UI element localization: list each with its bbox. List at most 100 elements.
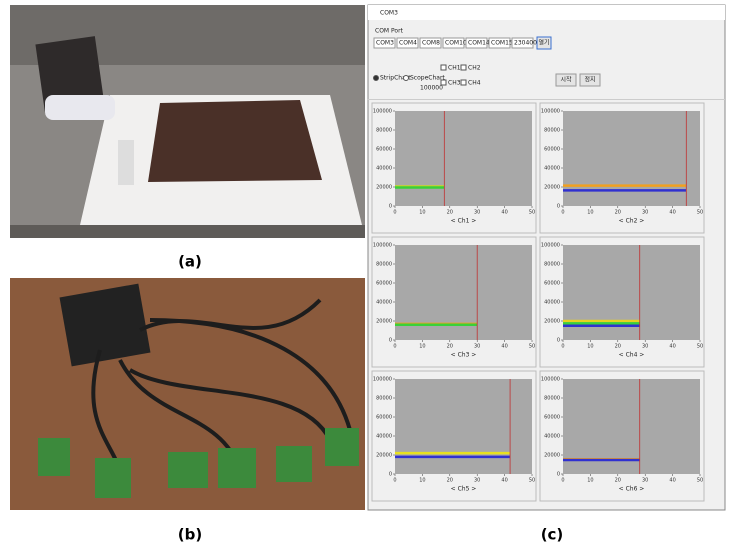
panel-label: (a) bbox=[178, 253, 202, 271]
x-tick-label: 10 bbox=[419, 344, 425, 350]
y-tick-label: 100000 bbox=[541, 243, 560, 249]
x-tick-label: 30 bbox=[642, 478, 648, 484]
y-tick-label: 100000 bbox=[373, 243, 392, 249]
figure: COM3 COM Port 100000 (a) (b) (c) COM3COM… bbox=[0, 0, 733, 549]
plot-area bbox=[395, 111, 532, 206]
channel-check[interactable] bbox=[461, 65, 466, 70]
x-tick-label: 10 bbox=[419, 210, 425, 216]
channel-text: CH1 bbox=[448, 65, 461, 72]
y-tick-label: 20000 bbox=[376, 319, 392, 325]
photo-a bbox=[10, 5, 365, 238]
plot-area bbox=[395, 379, 532, 474]
control-button-text: 시작 bbox=[560, 77, 572, 84]
channel-check[interactable] bbox=[441, 65, 446, 70]
mode-radio[interactable] bbox=[374, 76, 379, 81]
port-combo-text: COM3 bbox=[376, 40, 394, 47]
y-tick-label: 40000 bbox=[544, 166, 560, 172]
open-button-text: 열기 bbox=[538, 39, 549, 47]
y-tick-label: 80000 bbox=[376, 396, 392, 402]
y-tick-label: 60000 bbox=[376, 147, 392, 153]
chart-label: < Ch6 > bbox=[619, 486, 645, 493]
x-tick-label: 40 bbox=[501, 210, 507, 216]
y-tick-label: 40000 bbox=[376, 166, 392, 172]
x-tick-label: 50 bbox=[697, 210, 703, 216]
chart-label: < Ch1 > bbox=[451, 218, 477, 225]
y-tick-label: 0 bbox=[389, 204, 392, 210]
y-tick-label: 80000 bbox=[544, 262, 560, 268]
x-tick-label: 40 bbox=[669, 478, 675, 484]
port-combo-text: COM8 bbox=[422, 40, 440, 47]
y-tick-label: 20000 bbox=[544, 453, 560, 459]
x-tick-label: 0 bbox=[561, 344, 564, 350]
chart-label: < Ch5 > bbox=[451, 486, 477, 493]
x-tick-label: 30 bbox=[474, 478, 480, 484]
y-tick-label: 80000 bbox=[376, 128, 392, 134]
x-tick-label: 30 bbox=[642, 210, 648, 216]
x-tick-label: 50 bbox=[697, 344, 703, 350]
y-tick-label: 0 bbox=[557, 204, 560, 210]
y-tick-label: 20000 bbox=[376, 453, 392, 459]
x-tick-label: 20 bbox=[447, 478, 453, 484]
y-tick-label: 60000 bbox=[376, 415, 392, 421]
x-tick-label: 40 bbox=[669, 210, 675, 216]
panel-label: (b) bbox=[178, 526, 202, 544]
y-tick-label: 40000 bbox=[544, 300, 560, 306]
y-tick-label: 0 bbox=[557, 472, 560, 478]
y-tick-label: 40000 bbox=[376, 434, 392, 440]
y-tick-label: 60000 bbox=[376, 281, 392, 287]
x-tick-label: 20 bbox=[447, 210, 453, 216]
channel-check[interactable] bbox=[441, 80, 446, 85]
x-tick-label: 10 bbox=[587, 344, 593, 350]
y-tick-label: 60000 bbox=[544, 415, 560, 421]
y-tick-label: 0 bbox=[389, 338, 392, 344]
port-combo-text: COM15 bbox=[491, 40, 513, 47]
chart-label: < Ch4 > bbox=[619, 352, 645, 359]
chart-label: < Ch2 > bbox=[619, 218, 645, 225]
plot-area bbox=[563, 111, 700, 206]
port-combo-text: 230400 bbox=[514, 40, 537, 47]
x-tick-label: 40 bbox=[501, 344, 507, 350]
control-button-text: 정지 bbox=[584, 76, 595, 84]
y-tick-label: 100000 bbox=[373, 109, 392, 115]
y-tick-label: 80000 bbox=[544, 396, 560, 402]
port-combo-text: COM4 bbox=[399, 40, 417, 47]
x-tick-label: 20 bbox=[615, 478, 621, 484]
mode-text: ScopeChart bbox=[410, 75, 445, 82]
x-tick-label: 10 bbox=[587, 210, 593, 216]
x-tick-label: 50 bbox=[529, 344, 535, 350]
mode-radio[interactable] bbox=[404, 76, 409, 81]
period-value: 100000 bbox=[420, 85, 443, 92]
x-tick-label: 30 bbox=[474, 344, 480, 350]
y-tick-label: 80000 bbox=[544, 128, 560, 134]
port-combo-text: COM14 bbox=[468, 40, 490, 47]
x-tick-label: 0 bbox=[393, 478, 396, 484]
y-tick-label: 60000 bbox=[544, 147, 560, 153]
x-tick-label: 20 bbox=[615, 210, 621, 216]
x-tick-label: 0 bbox=[393, 344, 396, 350]
y-tick-label: 20000 bbox=[544, 319, 560, 325]
x-tick-label: 20 bbox=[615, 344, 621, 350]
port-combo-text: COM10 bbox=[445, 40, 467, 47]
y-tick-label: 20000 bbox=[544, 185, 560, 191]
photo-b bbox=[10, 278, 365, 510]
x-tick-label: 30 bbox=[642, 344, 648, 350]
panel-label: (c) bbox=[541, 526, 564, 544]
x-tick-label: 0 bbox=[561, 478, 564, 484]
window-title: COM3 bbox=[380, 10, 398, 17]
y-tick-label: 100000 bbox=[541, 377, 560, 383]
y-tick-label: 40000 bbox=[544, 434, 560, 440]
x-tick-label: 50 bbox=[529, 478, 535, 484]
x-tick-label: 40 bbox=[501, 478, 507, 484]
channel-check[interactable] bbox=[461, 80, 466, 85]
x-tick-label: 0 bbox=[561, 210, 564, 216]
x-tick-label: 40 bbox=[669, 344, 675, 350]
y-tick-label: 0 bbox=[389, 472, 392, 478]
x-tick-label: 10 bbox=[419, 478, 425, 484]
x-tick-label: 10 bbox=[587, 478, 593, 484]
x-tick-label: 20 bbox=[447, 344, 453, 350]
x-tick-label: 50 bbox=[529, 210, 535, 216]
y-tick-label: 100000 bbox=[373, 377, 392, 383]
x-tick-label: 50 bbox=[697, 478, 703, 484]
channel-text: CH4 bbox=[468, 80, 481, 87]
y-tick-label: 20000 bbox=[376, 185, 392, 191]
